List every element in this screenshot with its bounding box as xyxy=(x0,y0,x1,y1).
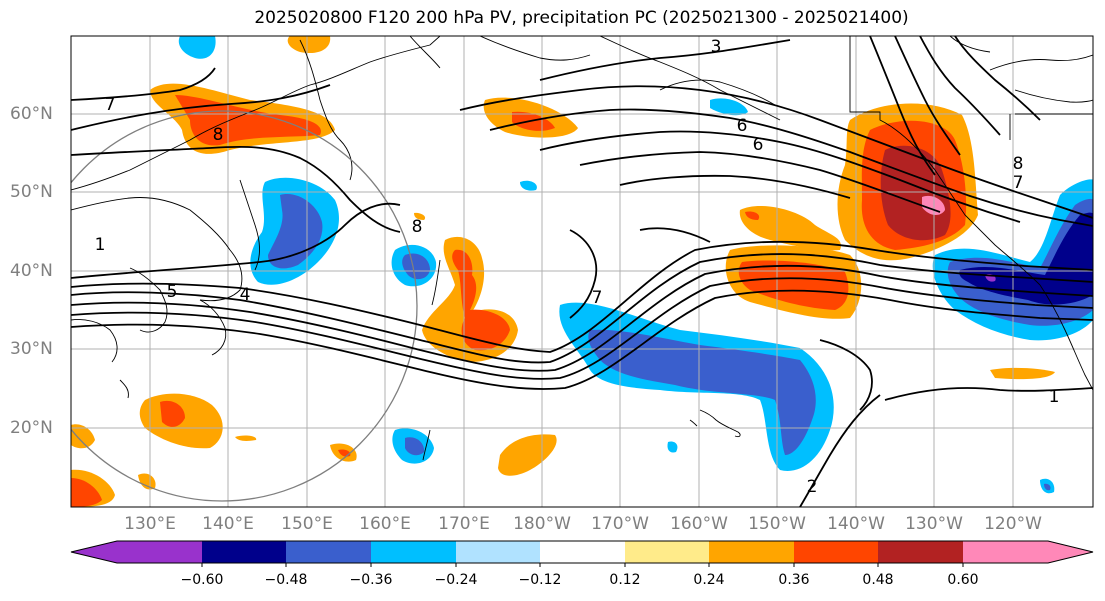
pv-label: 4 xyxy=(240,285,251,305)
lon-label-140w: 140°W xyxy=(827,514,885,534)
map-area xyxy=(71,36,1093,507)
lon-label-120w: 120°W xyxy=(984,514,1042,534)
colorbar-segment xyxy=(117,541,202,563)
colorbar-segment xyxy=(286,541,371,563)
pv-contour-labels: 3 7 8 6 6 7 8 8 7 5 4 1 1 2 xyxy=(95,37,1060,497)
range-circle xyxy=(71,110,418,502)
colorbar-extend-low xyxy=(71,541,117,563)
pv-label: 6 xyxy=(753,135,764,155)
map-frame xyxy=(70,35,1094,508)
lon-label-150e: 150°E xyxy=(281,514,333,534)
lat-label-40n: 40°N xyxy=(10,261,53,281)
colorbar-segment xyxy=(371,541,456,563)
pv-label: 6 xyxy=(737,116,748,136)
pv-label: 8 xyxy=(1013,154,1024,174)
colorbar-tick-label: 0.36 xyxy=(778,572,810,588)
lat-label-60n: 60°N xyxy=(10,104,53,124)
colorbar-tick-label: 0.60 xyxy=(947,572,979,588)
lon-label-130e: 130°E xyxy=(124,514,176,534)
colorbar-segment xyxy=(202,541,286,563)
lon-label-140e: 140°E xyxy=(202,514,254,534)
lon-label-170w: 170°W xyxy=(591,514,649,534)
colorbar-tick-label: 0.24 xyxy=(693,572,725,588)
pv-label: 3 xyxy=(711,37,722,57)
colorbar-tick-label: 0.12 xyxy=(609,572,641,588)
lat-label-30n: 30°N xyxy=(10,339,53,359)
lon-label-150w: 150°W xyxy=(748,514,806,534)
colorbar-tick-label: −0.48 xyxy=(264,572,308,588)
colorbar xyxy=(70,540,1094,567)
lon-label-160e: 160°E xyxy=(359,514,411,534)
lon-label-130w: 130°W xyxy=(905,514,963,534)
colorbar-tick-label: −0.12 xyxy=(518,572,562,588)
figure-title: 2025020800 F120 200 hPa PV, precipitatio… xyxy=(254,8,909,28)
pv-label: 8 xyxy=(412,217,423,237)
pv-contours xyxy=(71,36,1093,507)
pv-label: 1 xyxy=(1049,387,1060,407)
colorbar-segment xyxy=(878,541,963,563)
colorbar-tick-label: −0.36 xyxy=(349,572,393,588)
colorbar-extend-high xyxy=(1048,541,1093,563)
pv-label: 7 xyxy=(592,288,603,308)
colorbar-outline xyxy=(70,540,1094,564)
colorbar-segment xyxy=(709,541,794,563)
pv-label: 7 xyxy=(1013,173,1024,193)
pv-label: 2 xyxy=(807,477,818,497)
pv-label: 7 xyxy=(105,95,116,115)
pv-label: 1 xyxy=(95,235,106,255)
lat-label-20n: 20°N xyxy=(10,418,53,438)
lon-label-160w: 160°W xyxy=(670,514,728,534)
colorbar-segment xyxy=(540,541,625,563)
colorbar-tick-label: −0.60 xyxy=(180,572,224,588)
pv-label: 8 xyxy=(213,125,224,145)
colorbar-segment xyxy=(456,541,540,563)
colorbar-tick-label: 0.48 xyxy=(862,572,894,588)
coastlines xyxy=(71,36,1093,461)
precip-positive-anomalies xyxy=(71,36,1055,507)
lon-label-180w: 180°W xyxy=(513,514,571,534)
colorbar-segment xyxy=(794,541,878,563)
colorbar-tick-label: −0.24 xyxy=(434,572,478,588)
lat-label-50n: 50°N xyxy=(10,182,53,202)
colorbar-segment xyxy=(625,541,709,563)
pv-label: 5 xyxy=(167,282,178,302)
colorbar-segment xyxy=(963,541,1048,563)
lon-label-170e: 170°E xyxy=(438,514,490,534)
